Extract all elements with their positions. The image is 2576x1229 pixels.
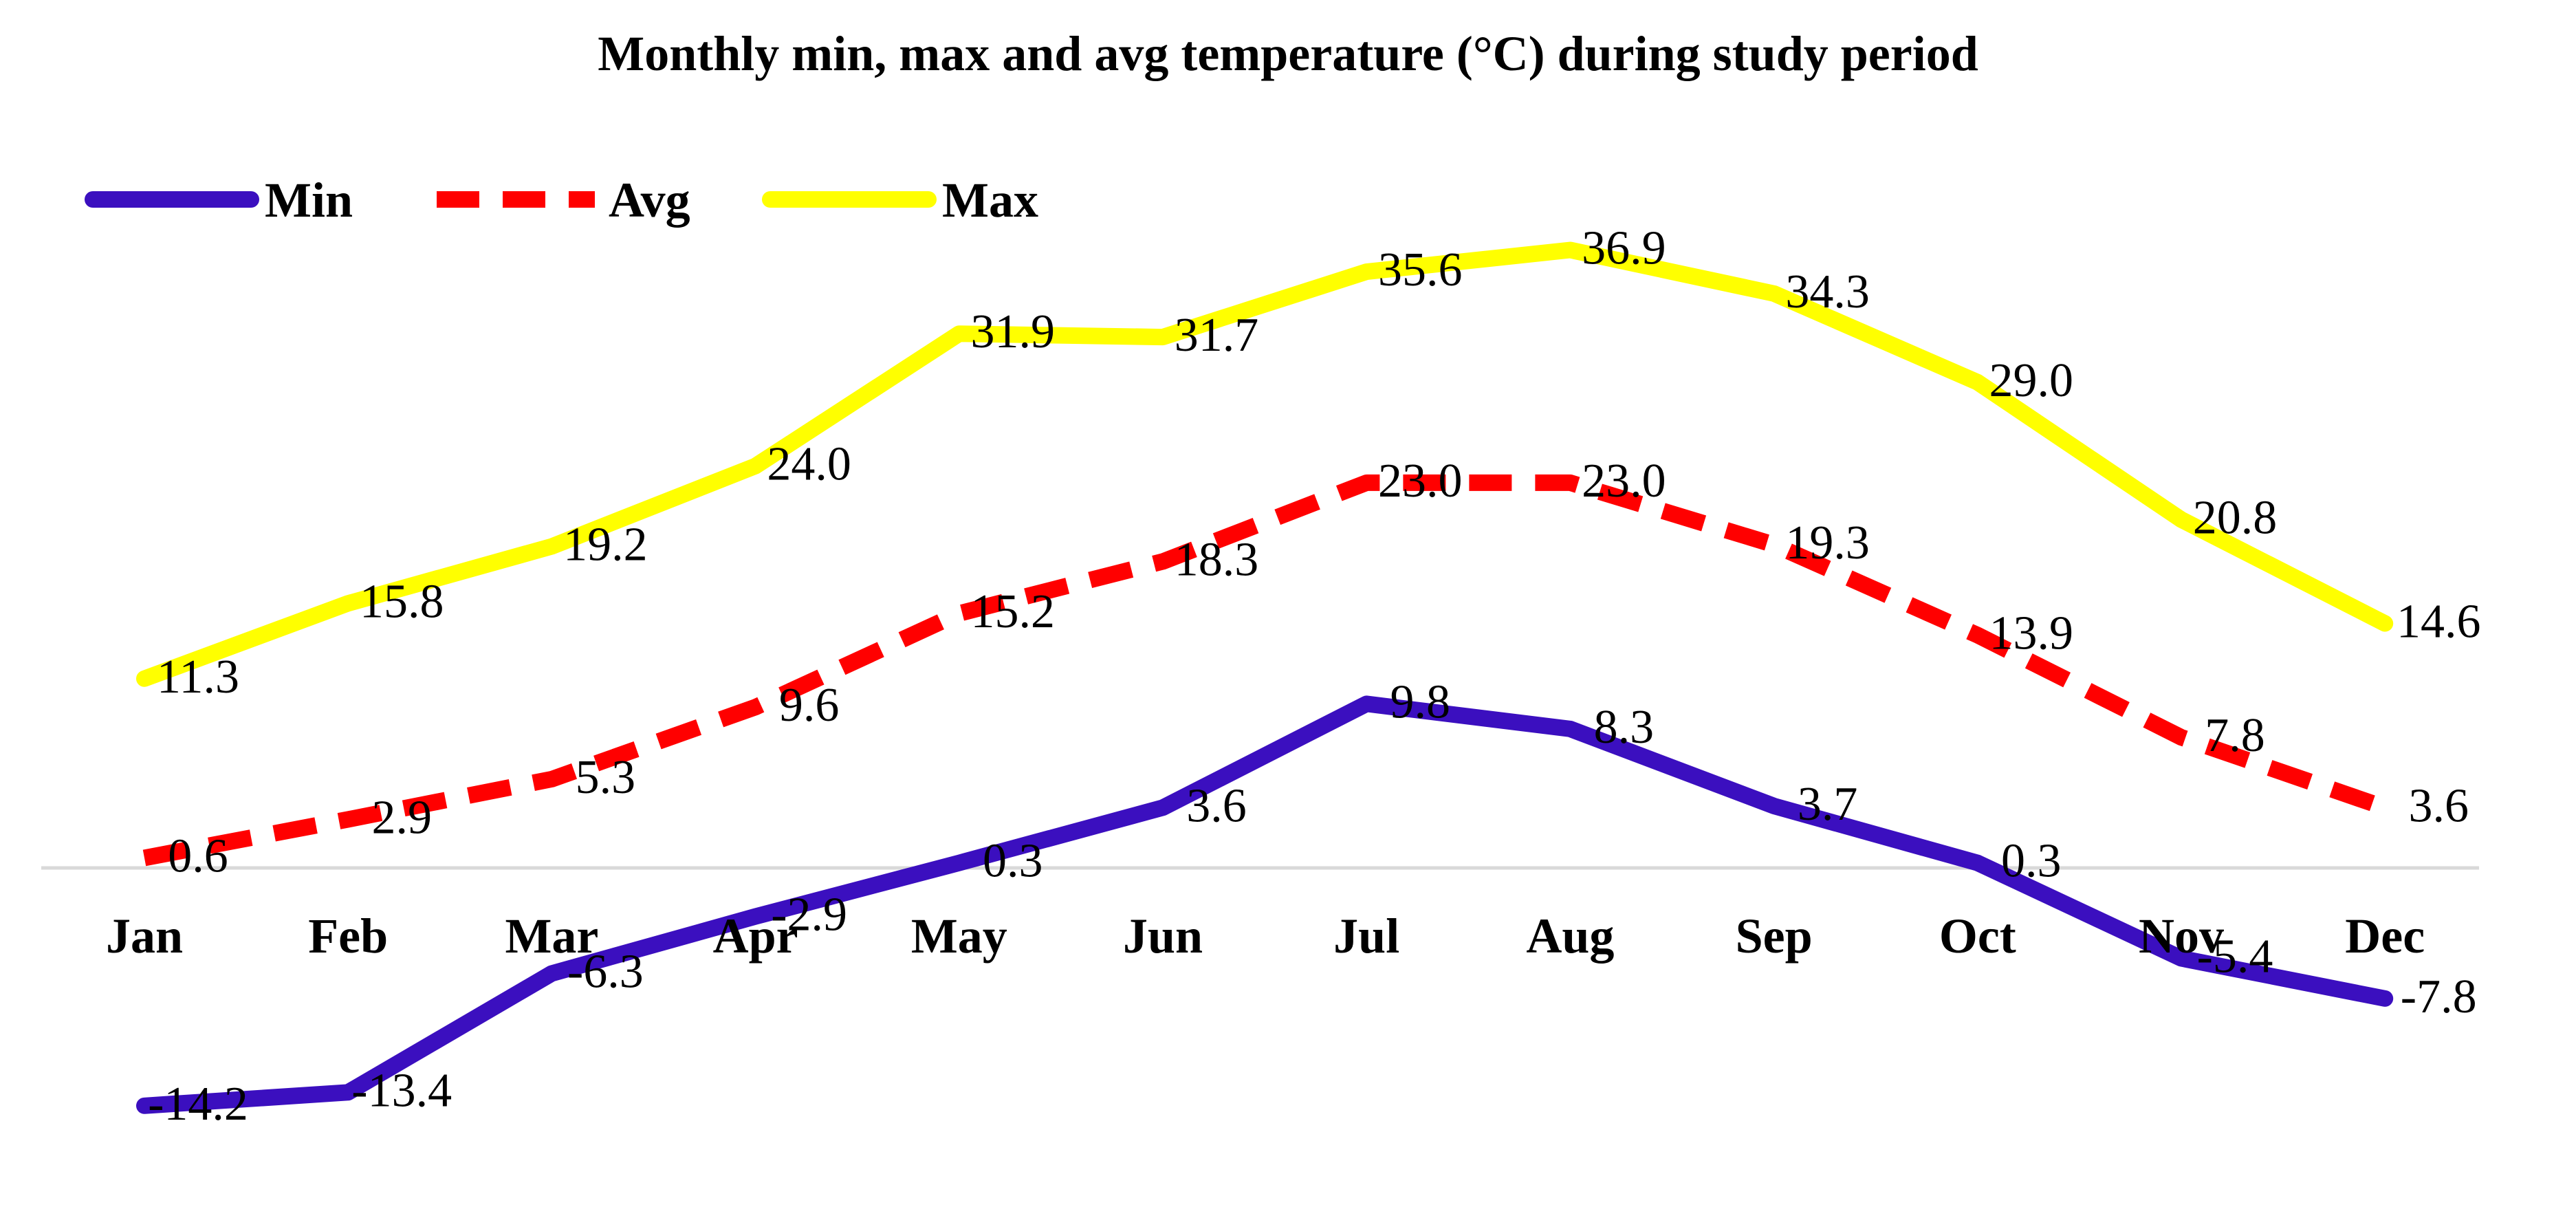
data-label-avg-feb: 2.9 <box>371 791 432 844</box>
data-label-max-oct: 29.0 <box>1989 354 2074 407</box>
data-label-max-may: 31.9 <box>971 305 1056 358</box>
legend-label-avg: Avg <box>609 173 690 228</box>
data-label-avg-may: 15.2 <box>971 585 1056 638</box>
x-tick-label-jan: Jan <box>106 909 183 964</box>
x-tick-label-jun: Jun <box>1123 909 1203 964</box>
data-label-min-apr: -2.9 <box>771 889 847 942</box>
data-label-min-feb: -13.4 <box>351 1064 452 1117</box>
x-tick-label-dec: Dec <box>2345 909 2425 964</box>
chart-title: Monthly min, max and avg temperature (°C… <box>598 26 1978 81</box>
data-label-max-feb: 15.8 <box>360 575 444 628</box>
data-label-avg-mar: 5.3 <box>576 751 636 804</box>
data-labels: -14.2 -13.4 -6.3 -2.9 0.3 3.6 9.8 8.3 3.7 0.3 -5.4… <box>148 221 2480 1130</box>
data-label-max-sep: 34.3 <box>1785 265 1870 318</box>
data-label-avg-aug: 23.0 <box>1582 455 1666 508</box>
data-label-min-oct: 0.3 <box>2001 835 2062 888</box>
series-lines <box>136 241 2394 1114</box>
data-label-avg-jan: 0.6 <box>168 829 228 882</box>
data-label-min-aug: 8.3 <box>1594 701 1655 754</box>
data-label-max-jan: 11.3 <box>157 651 239 704</box>
data-label-avg-apr: 9.6 <box>779 679 840 732</box>
data-label-max-apr: 24.0 <box>767 438 851 491</box>
data-label-avg-dec: 3.6 <box>2408 779 2469 832</box>
data-label-min-sep: 3.7 <box>1798 778 1858 831</box>
data-label-avg-jun: 18.3 <box>1175 533 1259 586</box>
data-label-avg-sep: 19.3 <box>1785 516 1870 569</box>
data-label-avg-jul: 23.0 <box>1378 455 1463 508</box>
data-label-min-dec: -7.8 <box>2401 970 2477 1023</box>
series-line-min <box>136 695 2394 1114</box>
x-axis-tick-labels: Jan Feb Mar Apr May Jun Jul Aug Sep Oct Nov Dec <box>106 909 2425 964</box>
data-label-max-jul: 35.6 <box>1378 243 1463 296</box>
data-label-min-jan: -14.2 <box>148 1078 248 1131</box>
legend-label-min: Min <box>265 173 353 228</box>
series-line-max <box>136 241 2394 687</box>
data-label-max-nov: 20.8 <box>2193 492 2278 545</box>
x-tick-label-apr: Apr <box>713 909 798 964</box>
data-label-max-jun: 31.7 <box>1175 309 1259 362</box>
data-label-min-jun: 3.6 <box>1186 779 1247 832</box>
data-label-avg-nov: 7.8 <box>2205 709 2265 762</box>
legend: Min Avg Max <box>85 173 1038 228</box>
data-label-avg-oct: 13.9 <box>1989 607 2074 660</box>
x-tick-label-sep: Sep <box>1736 909 1813 964</box>
x-tick-label-jul: Jul <box>1333 909 1399 964</box>
legend-label-max: Max <box>942 173 1038 228</box>
series-line-avg <box>142 474 2388 867</box>
x-tick-label-aug: Aug <box>1526 909 1614 964</box>
x-tick-label-may: May <box>911 909 1007 964</box>
data-label-max-aug: 36.9 <box>1582 221 1666 274</box>
x-tick-label-feb: Feb <box>308 909 388 964</box>
x-tick-label-nov: Nov <box>2139 909 2224 964</box>
data-label-min-jul: 9.8 <box>1390 675 1450 728</box>
x-tick-label-oct: Oct <box>1939 909 2016 964</box>
x-tick-label-mar: Mar <box>505 909 598 964</box>
data-label-max-dec: 14.6 <box>2397 595 2481 648</box>
data-label-min-may: 0.3 <box>983 835 1043 888</box>
data-label-max-mar: 19.2 <box>563 518 648 571</box>
data-label-min-nov: -5.4 <box>2197 930 2273 983</box>
data-label-min-mar: -6.3 <box>567 945 644 998</box>
